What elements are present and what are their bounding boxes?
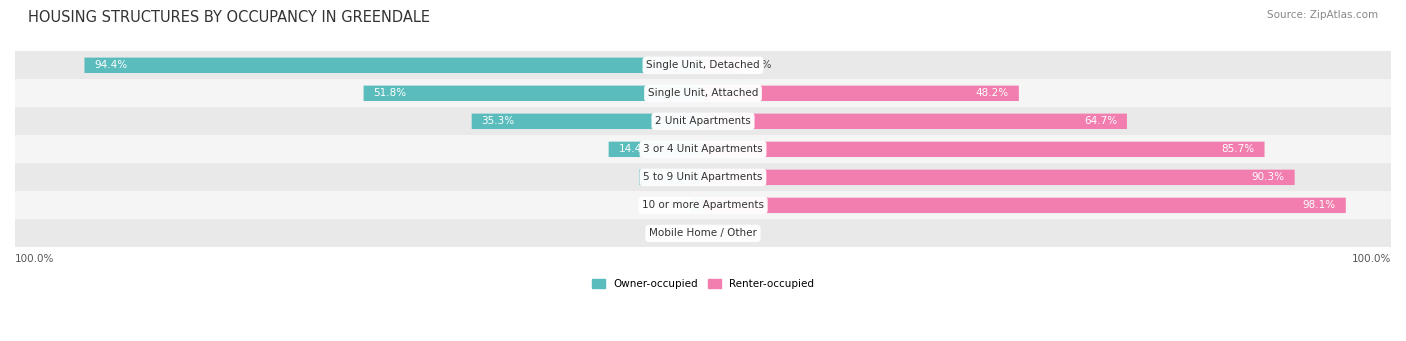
Bar: [15, 135, 1391, 163]
Bar: [15, 79, 1391, 107]
Text: 85.7%: 85.7%: [1222, 144, 1254, 154]
Text: 35.3%: 35.3%: [481, 116, 515, 126]
FancyBboxPatch shape: [471, 114, 703, 129]
Text: 5 to 9 Unit Apartments: 5 to 9 Unit Apartments: [644, 172, 762, 182]
Text: 100.0%: 100.0%: [15, 254, 55, 264]
Text: 14.4%: 14.4%: [619, 144, 651, 154]
Text: HOUSING STRUCTURES BY OCCUPANCY IN GREENDALE: HOUSING STRUCTURES BY OCCUPANCY IN GREEN…: [28, 10, 430, 25]
Bar: [15, 107, 1391, 135]
Text: Single Unit, Attached: Single Unit, Attached: [648, 88, 758, 98]
Text: 90.3%: 90.3%: [1251, 172, 1285, 182]
FancyBboxPatch shape: [703, 86, 1019, 101]
Text: 10 or more Apartments: 10 or more Apartments: [643, 201, 763, 210]
FancyBboxPatch shape: [703, 198, 1346, 213]
Bar: [15, 191, 1391, 219]
FancyBboxPatch shape: [690, 198, 703, 213]
Text: 51.8%: 51.8%: [374, 88, 406, 98]
Bar: [15, 219, 1391, 247]
Text: Mobile Home / Other: Mobile Home / Other: [650, 228, 756, 238]
Text: 98.1%: 98.1%: [1303, 201, 1336, 210]
FancyBboxPatch shape: [703, 142, 1264, 157]
Text: 5.6%: 5.6%: [745, 60, 772, 70]
Text: 94.4%: 94.4%: [94, 60, 128, 70]
Text: 100.0%: 100.0%: [1351, 254, 1391, 264]
Text: 3 or 4 Unit Apartments: 3 or 4 Unit Apartments: [643, 144, 763, 154]
Text: 64.7%: 64.7%: [1084, 116, 1118, 126]
FancyBboxPatch shape: [640, 169, 703, 185]
FancyBboxPatch shape: [609, 142, 703, 157]
Text: 2 Unit Apartments: 2 Unit Apartments: [655, 116, 751, 126]
FancyBboxPatch shape: [703, 169, 1295, 185]
Bar: [15, 51, 1391, 79]
FancyBboxPatch shape: [364, 86, 703, 101]
FancyBboxPatch shape: [84, 58, 703, 73]
Text: 48.2%: 48.2%: [976, 88, 1010, 98]
Legend: Owner-occupied, Renter-occupied: Owner-occupied, Renter-occupied: [588, 275, 818, 293]
Text: Single Unit, Detached: Single Unit, Detached: [647, 60, 759, 70]
Text: 1.9%: 1.9%: [659, 201, 685, 210]
Text: 9.7%: 9.7%: [650, 172, 676, 182]
FancyBboxPatch shape: [703, 114, 1128, 129]
FancyBboxPatch shape: [703, 58, 740, 73]
Text: Source: ZipAtlas.com: Source: ZipAtlas.com: [1267, 10, 1378, 20]
Bar: [15, 163, 1391, 191]
